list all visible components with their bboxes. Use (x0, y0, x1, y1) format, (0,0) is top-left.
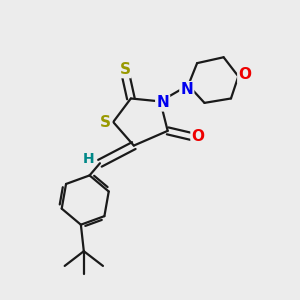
Text: N: N (156, 95, 169, 110)
Text: H: H (82, 152, 94, 166)
Text: O: O (191, 129, 205, 144)
Text: S: S (119, 62, 130, 77)
Text: S: S (100, 115, 111, 130)
Text: N: N (180, 82, 193, 97)
Text: O: O (238, 68, 251, 82)
